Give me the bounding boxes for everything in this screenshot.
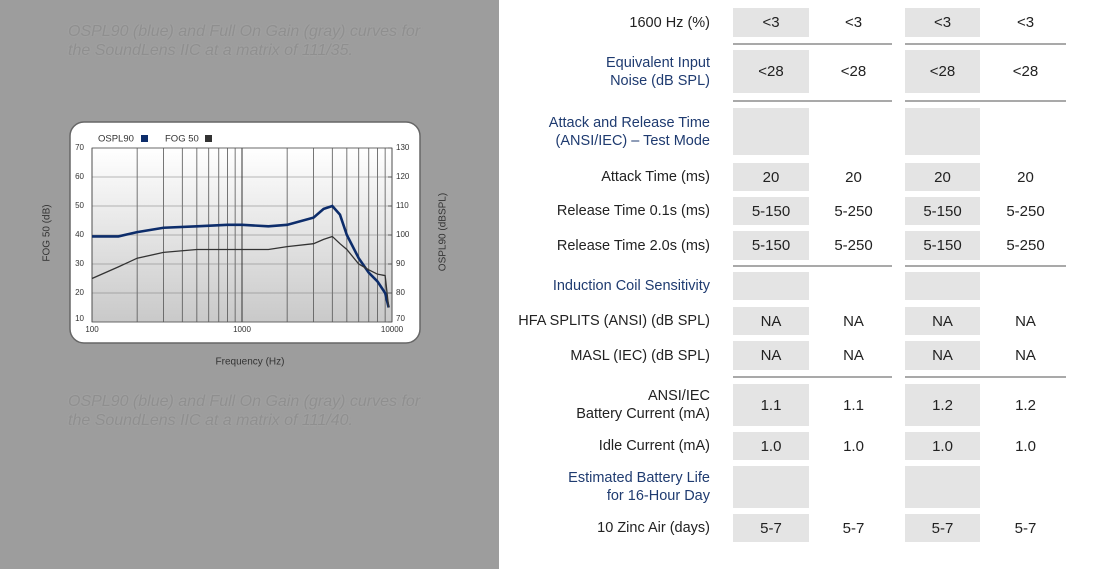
y-tick-label: 30 — [75, 259, 84, 268]
chart: Frequency (Hz) FOG 50 (dB) OSPL90 (dBSPL… — [42, 121, 449, 368]
value-cell: 20 — [733, 163, 809, 191]
row-label: Attack and Release Time (ANSI/IEC) – Tes… — [548, 114, 710, 149]
series-line — [92, 204, 390, 308]
row-label: Release Time 2.0s (ms) — [556, 237, 710, 254]
value-cell: <28 — [840, 63, 867, 80]
legend-label: OSPL90 — [98, 134, 134, 145]
y-tick-label: 40 — [75, 230, 84, 239]
row-rule — [733, 376, 892, 378]
x-tick-label: 100 — [85, 325, 99, 334]
empty-cell — [905, 108, 980, 155]
value-cell: <3 — [844, 14, 863, 31]
value-cell: 1.1 — [733, 384, 809, 426]
y-axis-label: FOG 50 (dB) — [42, 204, 53, 261]
value-cell: 1.0 — [843, 437, 864, 455]
row-rule — [905, 376, 1066, 378]
row-label: Induction Coil Sensitivity — [552, 278, 710, 294]
x-tick-label: 1000 — [233, 325, 251, 334]
value-cell: 1.0 — [733, 432, 809, 460]
row-rule — [905, 265, 1066, 267]
value-cell: <3 — [905, 8, 980, 37]
row-label: HFA SPLITS (ANSI) (dB SPL) — [518, 313, 710, 329]
empty-cell — [733, 272, 809, 300]
y2-tick-label: 130 — [396, 143, 410, 152]
y-tick-label: 50 — [75, 201, 84, 210]
value-cell: 20 — [1017, 168, 1034, 186]
value-cell: <3 — [1016, 14, 1035, 31]
row-label: Equivalent Input Noise (dB SPL) — [606, 54, 710, 89]
row-label: Estimated Battery Life for 16-Hour Day — [568, 470, 710, 504]
value-cell: 5-250 — [1006, 237, 1045, 254]
x-axis-label: Frequency (Hz) — [216, 357, 285, 368]
empty-cell — [905, 466, 980, 508]
empty-cell — [733, 108, 809, 155]
value-cell: 5-150 — [905, 231, 980, 260]
plot-border — [91, 147, 393, 323]
value-cell: 5-150 — [733, 197, 809, 225]
value-cell: NA — [905, 341, 980, 370]
y-tick-label: 60 — [75, 172, 84, 181]
value-cell: 5-7 — [905, 514, 980, 542]
row-rule — [733, 100, 892, 102]
y-tick-label: 10 — [75, 314, 84, 323]
value-cell: 1.2 — [1015, 396, 1036, 414]
caption: OSPL90 (blue) and Full On Gain (gray) cu… — [68, 23, 421, 59]
row-label: Release Time 0.1s (ms) — [556, 203, 710, 219]
y-tick-label: 20 — [75, 288, 84, 297]
empty-cell — [733, 466, 809, 508]
value-cell: 5-250 — [834, 237, 873, 254]
figure-panel: OSPL90 (blue) and Full On Gain (gray) cu… — [0, 0, 499, 569]
value-cell: 5-250 — [1006, 202, 1045, 220]
y2-tick-label: 80 — [396, 288, 405, 297]
value-cell: 1.0 — [1015, 437, 1036, 455]
row-label: 1600 Hz (%) — [629, 14, 710, 31]
y2-tick-label: 110 — [396, 201, 409, 210]
value-cell: <3 — [733, 8, 809, 37]
legend-label: FOG 50 — [165, 134, 199, 145]
y2-tick-label: 70 — [396, 314, 405, 323]
value-cell: NA — [1015, 312, 1036, 330]
row-label: ANSI/IEC Battery Current (mA) — [576, 388, 710, 422]
value-cell: <28 — [733, 50, 809, 93]
value-cell: 5-150 — [905, 197, 980, 225]
value-cell: 20 — [905, 163, 980, 191]
row-rule — [733, 43, 892, 45]
y2-tick-label: 100 — [396, 230, 410, 239]
row-rule — [905, 100, 1066, 102]
value-cell: <28 — [905, 50, 980, 93]
row-label: Idle Current (mA) — [598, 438, 710, 454]
row-rule — [733, 265, 892, 267]
legend-swatch — [141, 135, 148, 142]
value-cell: NA — [733, 341, 809, 370]
empty-cell — [905, 272, 980, 300]
value-cell: 1.0 — [905, 432, 980, 460]
value-cell: 5-7 — [842, 519, 865, 537]
value-cell: NA — [843, 347, 864, 364]
legend-swatch — [205, 135, 212, 142]
series-line — [91, 235, 390, 308]
value-cell: 20 — [845, 168, 862, 186]
value-cell: NA — [733, 307, 809, 335]
caption: OSPL90 (blue) and Full On Gain (gray) cu… — [68, 393, 421, 429]
y2-axis-label: OSPL90 (dBSPL) — [438, 193, 449, 271]
row-rule — [905, 43, 1066, 45]
value-cell: NA — [905, 307, 980, 335]
value-cell: 5-250 — [834, 202, 873, 220]
value-cell: NA — [843, 312, 864, 330]
y2-tick-label: 90 — [396, 259, 405, 268]
value-cell: 1.2 — [905, 384, 980, 426]
x-tick-label: 10000 — [381, 325, 404, 334]
value-cell: 5-150 — [733, 231, 809, 260]
value-cell: 5-7 — [1014, 519, 1037, 537]
row-label: Attack Time (ms) — [601, 169, 710, 185]
value-cell: 1.1 — [843, 396, 864, 414]
value-cell: NA — [1015, 347, 1036, 364]
value-cell: 5-7 — [733, 514, 809, 542]
value-cell: <28 — [1012, 63, 1039, 80]
y-tick-label: 70 — [75, 143, 84, 152]
row-label: MASL (IEC) (dB SPL) — [570, 347, 710, 364]
row-label: 10 Zinc Air (days) — [597, 520, 710, 536]
y2-tick-label: 120 — [396, 172, 410, 181]
